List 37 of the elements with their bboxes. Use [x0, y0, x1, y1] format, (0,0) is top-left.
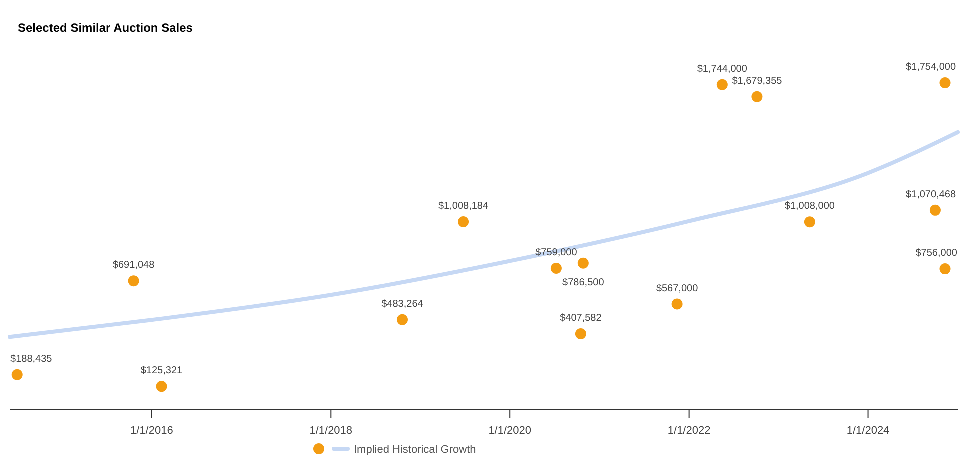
point: [804, 216, 816, 228]
legend-label: Implied Historical Growth: [354, 444, 476, 456]
point: [578, 258, 589, 269]
chart-title: Selected Similar Auction Sales: [18, 21, 194, 35]
data-label: $483,264: [382, 298, 424, 310]
point: [930, 204, 941, 216]
data-label: $759,000: [536, 248, 578, 258]
point: [550, 263, 562, 274]
data-label: $691,048: [112, 260, 156, 272]
x-tick-label: 1/1/2024: [846, 425, 890, 437]
x-tick-label: 1/1/2016: [130, 425, 174, 437]
data-label: $188,435: [10, 354, 53, 365]
x-tick-label: 1/1/2018: [310, 425, 353, 437]
point: [575, 328, 586, 340]
data-label: $1,754,000: [906, 62, 956, 73]
data-label: $1,008,184: [438, 201, 489, 212]
data-label: $125,321: [140, 366, 184, 377]
point: [396, 314, 408, 326]
point: [940, 78, 951, 88]
point: [458, 216, 470, 228]
point: [156, 381, 168, 392]
data-label: $567,000: [656, 283, 699, 294]
data-label: $1,070,468: [906, 189, 956, 200]
point: [716, 79, 728, 90]
data-label: $407,582: [560, 313, 602, 324]
data-label: $1,679,355: [732, 76, 783, 87]
point: [752, 91, 763, 102]
point: [672, 298, 683, 310]
x-tick-label: 1/1/2020: [488, 425, 532, 437]
point: [940, 264, 951, 275]
data-label: $1,008,000: [784, 201, 836, 212]
point: [12, 369, 23, 380]
point: [128, 276, 140, 287]
data-label: $786,500: [562, 277, 605, 288]
data-label: $1,744,000: [697, 64, 748, 75]
data-label: $756,000: [916, 248, 958, 260]
x-tick-label: 1/1/2022: [668, 425, 711, 437]
